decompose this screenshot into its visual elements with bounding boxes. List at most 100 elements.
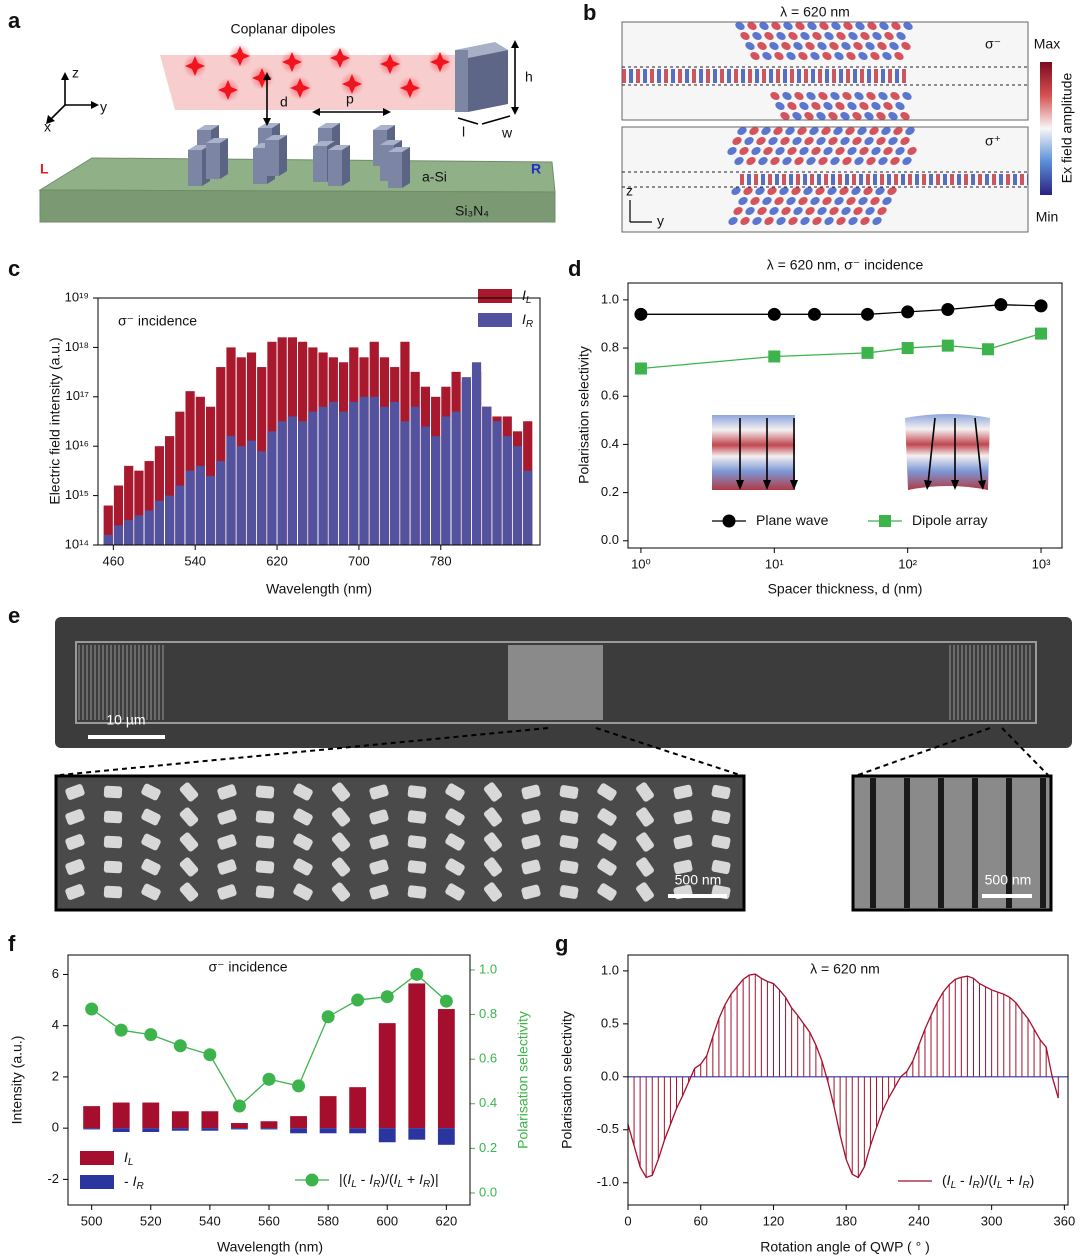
field-lobe <box>877 42 887 50</box>
nanopillar <box>407 810 427 824</box>
sem-zoom-left <box>54 774 746 912</box>
field-lobe <box>878 157 888 165</box>
nanopillar <box>369 809 389 825</box>
guided-wave <box>846 69 850 83</box>
field-lobe <box>824 217 834 225</box>
guided-wave <box>929 174 933 185</box>
legend-label: - IR​ <box>124 1173 144 1192</box>
guided-wave <box>943 174 947 185</box>
pillar-side <box>342 145 350 186</box>
colorbar <box>1040 62 1052 195</box>
dim-label: p <box>346 91 354 107</box>
nanopillar <box>65 834 85 850</box>
dipole <box>400 78 420 98</box>
field-lobe <box>840 137 850 145</box>
nanopillar <box>331 857 351 877</box>
field-lobe <box>848 32 858 40</box>
nanopillar <box>369 859 389 875</box>
field-lobe <box>731 187 741 195</box>
marker <box>901 305 915 319</box>
bar <box>319 1096 337 1129</box>
field-lobe <box>788 217 798 225</box>
field-lobe <box>816 137 826 145</box>
xlabel: Wavelength (nm) <box>217 1239 323 1255</box>
pillar-top <box>258 123 280 128</box>
nanopillar <box>331 807 351 827</box>
field-lobe <box>752 217 762 225</box>
bar <box>124 465 134 545</box>
field-lobe <box>852 137 862 145</box>
x-tick-label: 520 <box>140 1213 162 1228</box>
bar <box>420 426 431 545</box>
bar <box>142 1128 160 1132</box>
field-lobe <box>887 187 897 195</box>
layer-label: a-Si <box>422 169 447 185</box>
field-lobe <box>733 207 743 215</box>
legend-swatch <box>478 289 512 303</box>
field-lobe <box>762 197 772 205</box>
dipole <box>185 56 205 76</box>
field-lobe <box>829 207 839 215</box>
x-tick-label: 360 <box>1054 1213 1076 1228</box>
side-label: L <box>40 161 49 177</box>
bar <box>378 1128 396 1143</box>
nanopillar <box>293 808 313 826</box>
x-tick-label: 600 <box>376 1213 398 1228</box>
field-lobe <box>889 42 899 50</box>
x-tick-label: 780 <box>430 553 452 568</box>
field-lobe <box>883 102 893 110</box>
guided-wave <box>629 69 633 83</box>
field-lobe <box>890 157 900 165</box>
guided-wave <box>825 69 829 83</box>
nanopillar <box>597 808 617 826</box>
y-tick-label: 4 <box>52 1017 59 1032</box>
legend-label: (IL​ - IR​)/(IL​ + IR​) <box>942 1172 1034 1191</box>
field-lobe <box>758 157 768 165</box>
field-lobe <box>806 157 816 165</box>
field-lobe <box>894 52 904 60</box>
field-lobe <box>884 32 894 40</box>
bar <box>231 1128 248 1130</box>
bar <box>103 534 113 545</box>
guided-wave <box>950 174 954 185</box>
field-lobe <box>839 187 849 195</box>
guided-wave <box>782 174 786 185</box>
bar <box>512 446 523 545</box>
nanopillar <box>407 860 427 874</box>
field-lobe <box>882 197 892 205</box>
dipole <box>330 48 350 68</box>
bar <box>113 485 124 545</box>
scale-label: 500 nm <box>985 872 1032 888</box>
pillars <box>188 123 410 188</box>
nanopillar <box>559 785 579 799</box>
colorbar-label: Ex field amplitude <box>1059 73 1075 184</box>
guided-wave <box>874 69 878 83</box>
pillar-top <box>197 125 219 130</box>
y-tick-label: 10¹⁶ <box>65 438 89 453</box>
field-lobe <box>812 32 822 40</box>
field-lobe <box>822 52 832 60</box>
field-lobe <box>821 127 831 135</box>
nanopillar <box>445 808 465 826</box>
pillar-front <box>206 143 220 179</box>
guided-wave <box>755 69 759 83</box>
zoom-lines <box>59 727 1049 776</box>
x-tick-label: 0 <box>624 1213 631 1228</box>
field-lobe <box>840 112 850 120</box>
field-lobe <box>804 112 814 120</box>
guided-wave <box>754 174 758 185</box>
guided-wave <box>1027 174 1028 185</box>
field-lobe <box>798 197 808 205</box>
guided-wave <box>727 69 731 83</box>
bar <box>83 1106 101 1129</box>
title: λ = 620 nm <box>810 961 880 977</box>
field-lobe <box>888 137 898 145</box>
bar <box>154 446 164 545</box>
field-lobe <box>818 157 828 165</box>
annotation: σ⁻ incidence <box>208 959 287 975</box>
guided-wave <box>657 69 661 83</box>
field-lobe <box>780 137 790 145</box>
bar <box>236 446 246 545</box>
bar <box>408 983 426 1129</box>
field-lobe <box>770 92 780 100</box>
